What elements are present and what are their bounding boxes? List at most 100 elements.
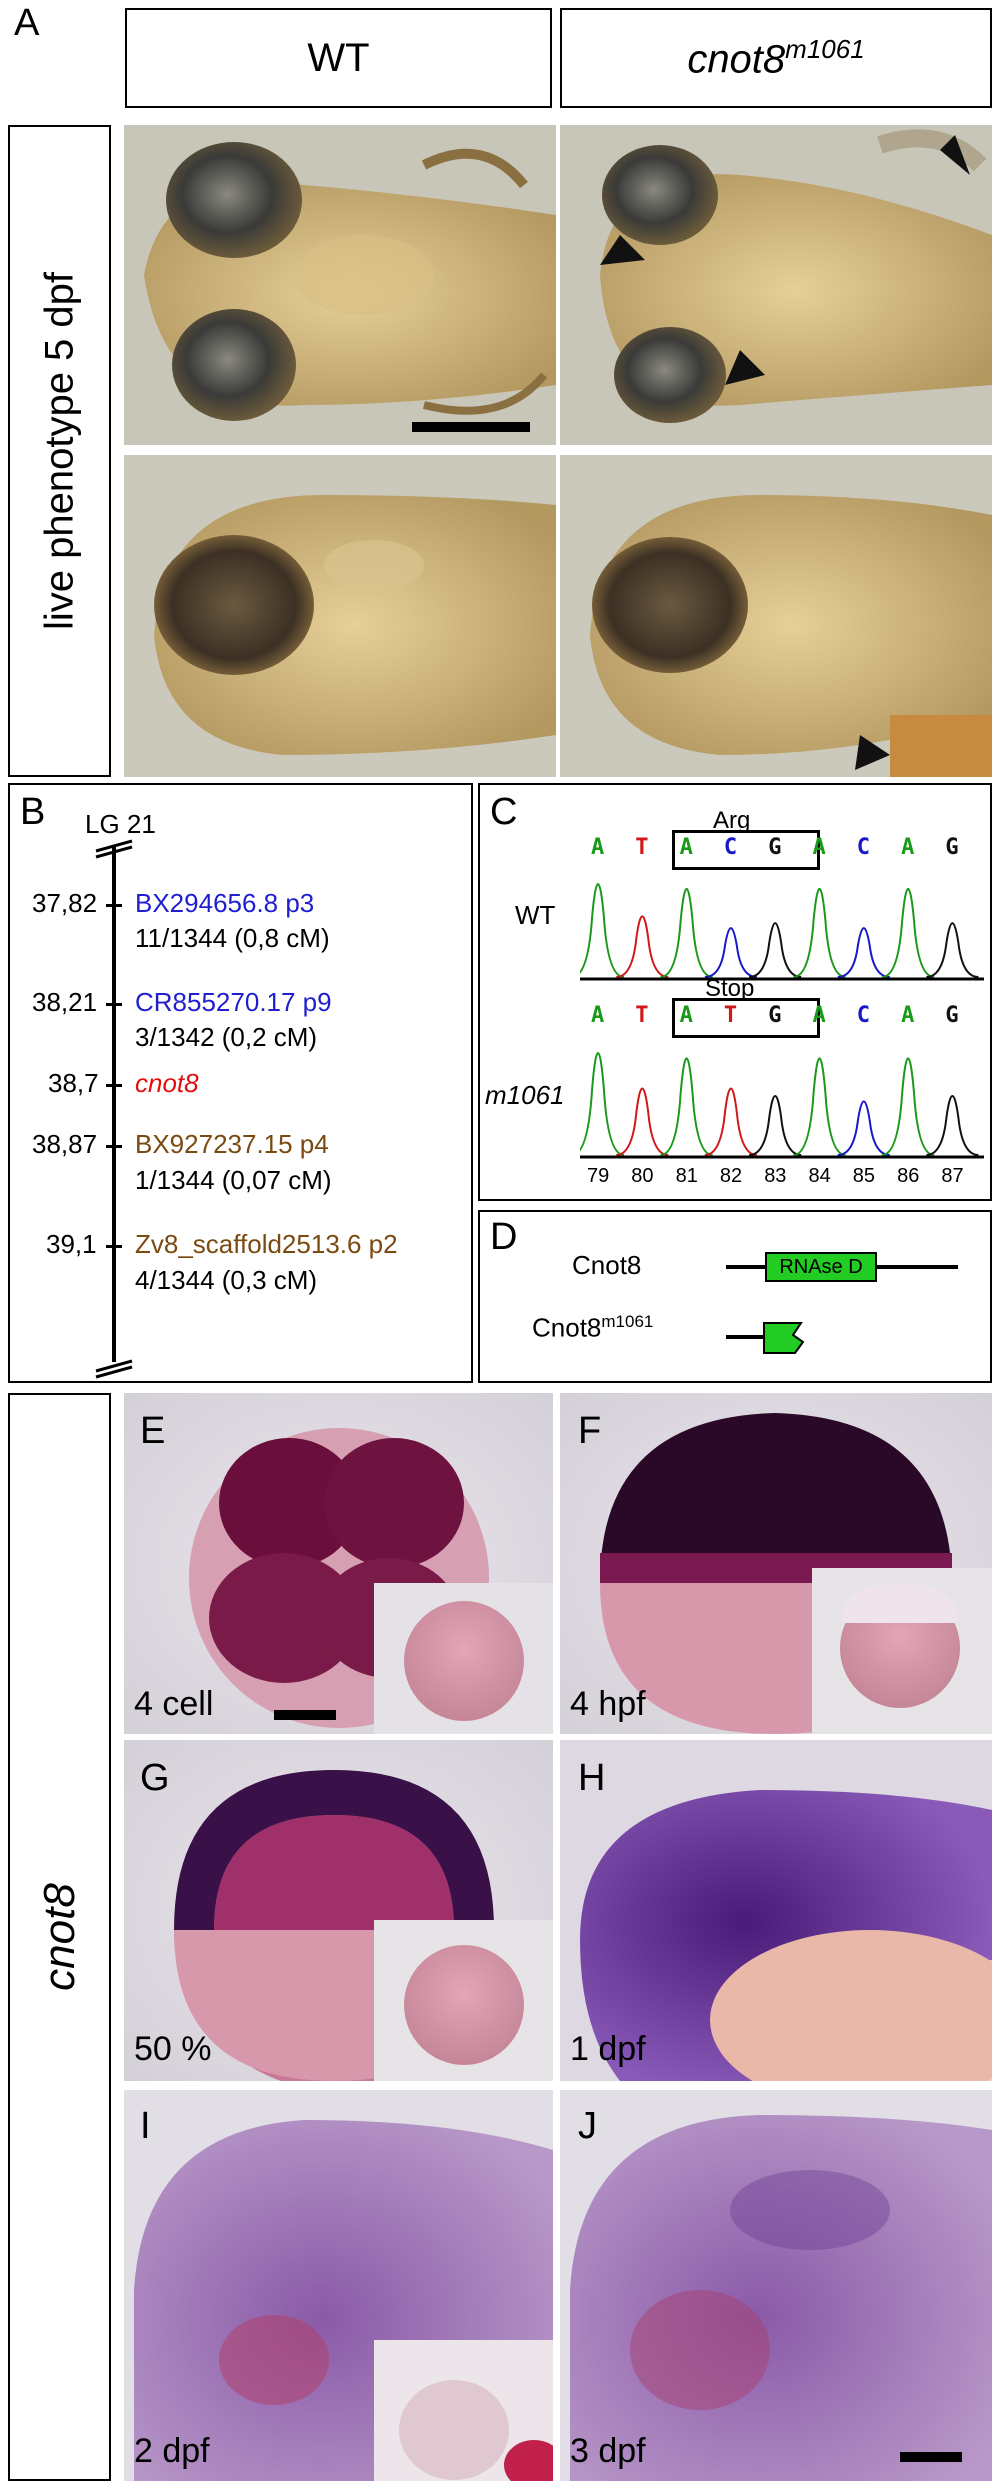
position-79: 79: [587, 1165, 610, 1187]
wt-base-2: T: [635, 835, 649, 860]
panel-letter-d: D: [490, 1216, 518, 1258]
ish-panel-g: [124, 1740, 553, 2081]
wt-chromatogram: [580, 883, 984, 981]
mut-peak-2: [616, 1087, 669, 1156]
mut-peak-5: [749, 1094, 802, 1156]
marker-tick-2: [106, 1003, 122, 1006]
marker-name-4: BX927237.15 p4: [135, 1129, 329, 1159]
ish-stage-j: 3 dpf: [570, 2432, 646, 2470]
marker-pos-2: 38,21: [32, 987, 98, 1017]
position-87: 87: [941, 1165, 964, 1187]
wt-codon-box: [672, 830, 820, 870]
wt-peak-7: [837, 927, 890, 978]
marker-tick-4: [106, 1145, 122, 1148]
scale-bar-e: [274, 1710, 336, 1720]
marker-name-2: CR855270.17 p9: [135, 987, 332, 1017]
header-wt-label: WT: [307, 35, 370, 80]
ish-letter-h: H: [578, 1757, 606, 1799]
mut-trace-label: m1061: [485, 1080, 565, 1110]
photo-wt-lateral: [124, 455, 556, 777]
photo-mut-dorsal: [560, 125, 992, 445]
marker-tick-3: [106, 1084, 122, 1087]
row-label-box: live phenotype 5 dpf: [8, 125, 111, 777]
marker-name-5: Zv8_scaffold2513.6 p2: [135, 1229, 398, 1259]
marker-tick-5: [106, 1245, 122, 1248]
ish-letter-j: J: [578, 2105, 597, 2147]
panel-letter-a: A: [14, 2, 40, 44]
mut-base-4: T: [723, 1003, 738, 1028]
mut-base-2: T: [635, 1003, 649, 1028]
marker-pos-3: 38,7: [48, 1068, 99, 1098]
mut-base-9: G: [945, 1003, 959, 1028]
domain-label: RNAse D: [779, 1255, 863, 1278]
position-83: 83: [764, 1165, 787, 1187]
header-mutant-label: cnot8m1061: [687, 33, 865, 82]
wt-peak-2: [616, 915, 669, 978]
marker-sub-2: 3/1342 (0,2 cM): [135, 1022, 318, 1052]
base-positions: 79 80 81 82 83 84 85 86 87: [480, 1165, 994, 1195]
ish-panel-i: [124, 2090, 553, 2481]
mut-base-1: A: [591, 1003, 605, 1028]
panel-b: B LG 21 37,82 BX294656.8 p3 11/1344 (0,8…: [8, 783, 473, 1383]
wt-peak-9: [926, 922, 979, 978]
marker-sub-5: 4/1344 (0,3 cM): [135, 1265, 318, 1295]
wt-base-5: G: [768, 835, 782, 860]
scale-bar-a: [412, 422, 530, 432]
header-mutant: cnot8m1061: [560, 8, 992, 108]
position-81: 81: [675, 1165, 698, 1187]
mut-peak-8: [881, 1057, 935, 1156]
wt-base-8: A: [901, 835, 915, 860]
mut-base-7: C: [856, 1003, 871, 1028]
rnase-d-domain: RNAse D: [765, 1252, 877, 1282]
wt-codon-label: Arg: [713, 807, 751, 834]
chromosome-break-top: [95, 839, 133, 859]
mut-base-8: A: [901, 1003, 915, 1028]
truncated-domain: [763, 1322, 805, 1354]
panel-d: D Cnot8 Cnot8m1061 RNAse D: [478, 1210, 992, 1383]
wt-base-1: A: [591, 835, 605, 860]
protein-wt-label: Cnot8: [572, 1250, 642, 1280]
mut-peak-7: [837, 1100, 890, 1156]
wt-peak-3: [660, 887, 713, 978]
wt-peak-6: [793, 887, 846, 978]
ish-stage-f: 4 hpf: [570, 1685, 646, 1723]
wt-peak-1: [580, 883, 625, 978]
scale-bar-j: [900, 2452, 962, 2462]
header-wt: WT: [125, 8, 552, 108]
photo-wt-dorsal: [124, 125, 556, 445]
wt-peak-5: [749, 922, 802, 978]
ish-letter-f: F: [578, 1410, 602, 1452]
ish-side-label: cnot8: [34, 1883, 84, 1991]
wt-base-3: A: [679, 835, 693, 860]
wt-peak-4: [704, 927, 757, 978]
wt-peak-8: [881, 887, 935, 978]
wt-trace-label: WT: [515, 900, 556, 930]
mut-chromatogram: [580, 1052, 984, 1159]
marker-name-3: cnot8: [135, 1068, 199, 1098]
position-86: 86: [897, 1165, 920, 1187]
marker-sub-4: 1/1344 (0,07 cM): [135, 1165, 332, 1195]
panel-letter-c: C: [490, 791, 518, 833]
wt-base-6: A: [812, 835, 826, 860]
marker-pos-1: 37,82: [32, 888, 98, 918]
mut-base-6: A: [812, 1003, 826, 1028]
marker-name-1: BX294656.8 p3: [135, 888, 315, 918]
ish-stage-g: 50 %: [134, 2030, 212, 2068]
marker-pos-4: 38,87: [32, 1129, 98, 1159]
ish-panel-j: [560, 2090, 992, 2481]
ish-letter-g: G: [140, 1757, 170, 1799]
ish-stage-e: 4 cell: [134, 1685, 214, 1723]
photo-mut-lateral: [560, 455, 992, 777]
position-85: 85: [852, 1165, 876, 1187]
ish-stage-h: 1 dpf: [570, 2030, 646, 2068]
ish-panel-e: [124, 1393, 553, 1734]
chromosome-break-bottom: [95, 1359, 133, 1379]
mut-peak-6: [793, 1057, 846, 1156]
position-80: 80: [631, 1165, 654, 1187]
mut-peak-3: [660, 1057, 713, 1156]
wt-base-7: C: [856, 835, 871, 860]
mut-base-3: A: [679, 1003, 693, 1028]
